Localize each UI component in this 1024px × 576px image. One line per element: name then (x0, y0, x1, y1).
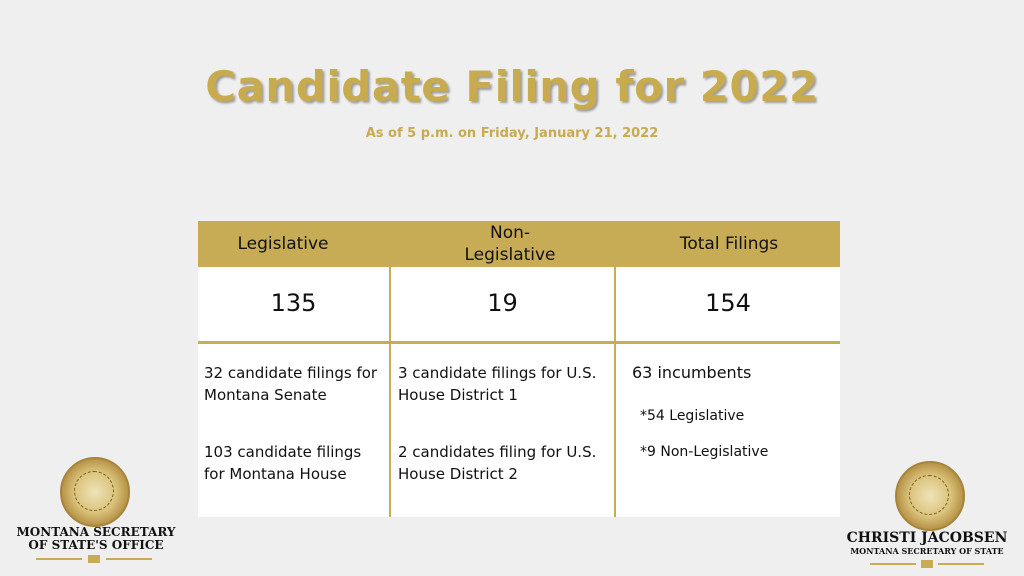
total-non-legislative: 19 (487, 289, 518, 317)
page-subtitle: As of 5 p.m. on Friday, January 21, 2022 (365, 126, 659, 141)
left-logo-line2: OF STATE'S OFFICE (28, 538, 164, 552)
page-title: Candidate Filing for 2022 (205, 62, 819, 111)
total-filings: 154 (705, 289, 751, 317)
divider-line (36, 558, 82, 560)
incumbents-non-legislative: *9 Non-Legislative (640, 444, 769, 460)
filing-table: Legislative Non- Legislative Total Filin… (198, 221, 840, 517)
incumbents-count: 63 incumbents (632, 363, 752, 382)
district-2-filings: 2 candidates filing for U.S. House Distr… (398, 443, 597, 483)
left-logo-line1: MONTANA SECRETARY (16, 525, 176, 539)
column-divider (614, 267, 616, 517)
house-filings: 103 candidate filings for Montana House (204, 443, 362, 483)
right-logo-name: CHRISTI JACOBSEN (846, 530, 1008, 546)
montana-shape-icon (88, 555, 100, 563)
total-legislative: 135 (270, 289, 317, 317)
header-non-legislative: Non- Legislative (464, 223, 556, 265)
column-divider (389, 267, 391, 517)
senate-filings: 32 candidate filings for Montana Senate (204, 364, 378, 404)
divider-line (870, 563, 916, 565)
state-seal-icon (895, 461, 965, 531)
row-divider (198, 341, 840, 344)
right-logo-title: MONTANA SECRETARY OF STATE (850, 546, 1004, 556)
divider-line (106, 558, 152, 560)
state-seal-icon (60, 457, 130, 527)
header-legislative: Legislative (237, 234, 329, 254)
table-header: Legislative Non- Legislative Total Filin… (198, 221, 840, 267)
incumbents-legislative: *54 Legislative (640, 408, 745, 424)
district-1-filings: 3 candidate filings for U.S. House Distr… (398, 364, 597, 404)
montana-shape-icon (921, 560, 933, 568)
divider-line (938, 563, 984, 565)
header-total-filings: Total Filings (679, 234, 779, 254)
